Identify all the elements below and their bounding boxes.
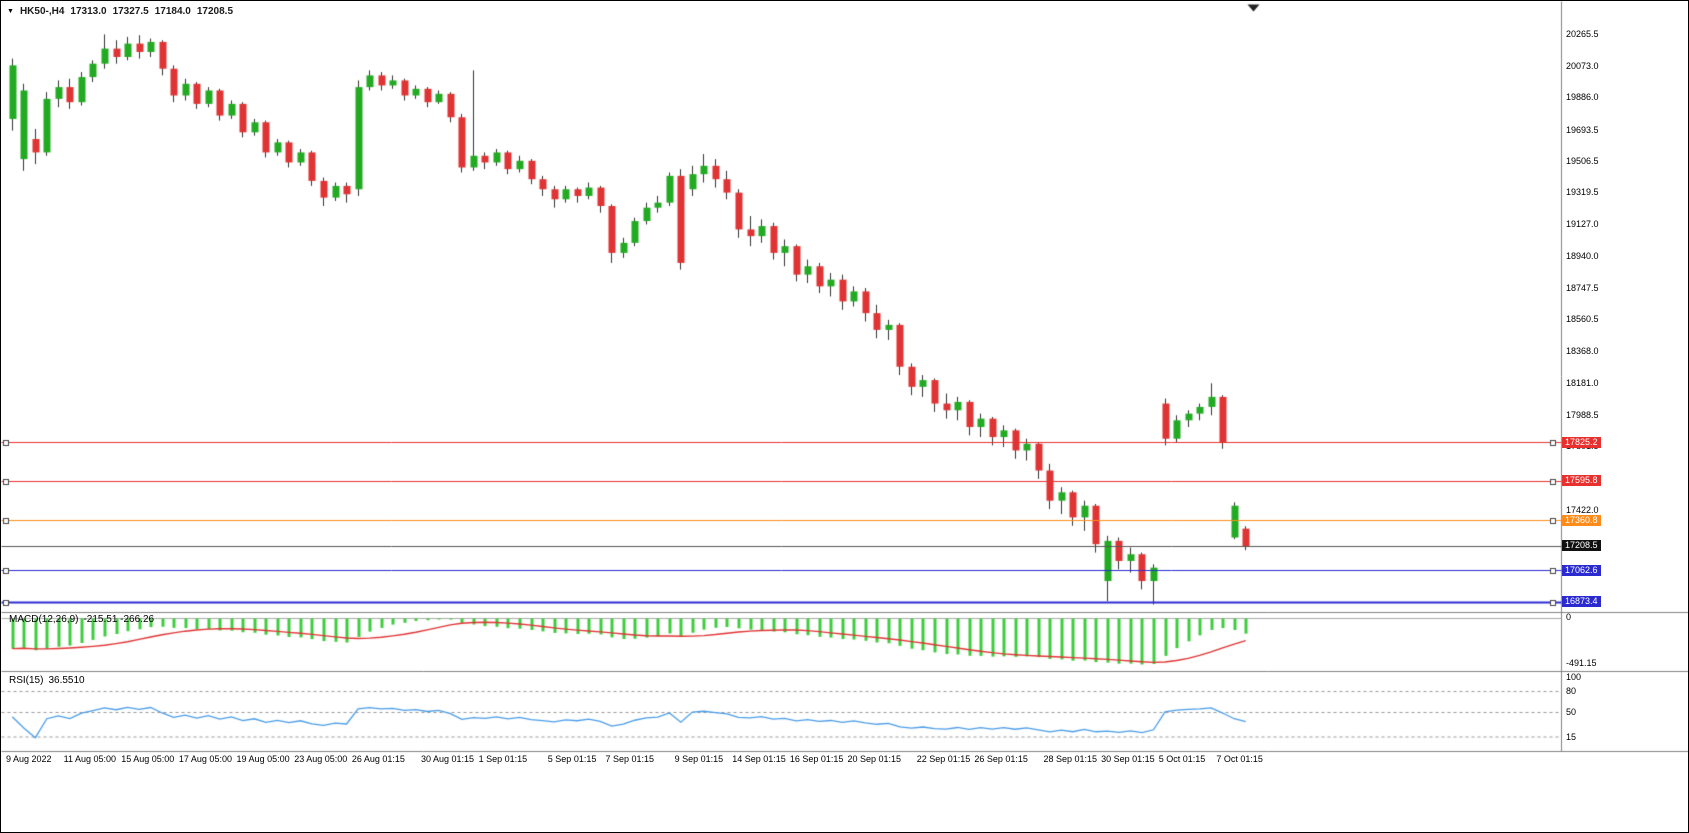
price-axis-label: 18560.5 bbox=[1566, 314, 1599, 325]
quote-high: 17327.5 bbox=[112, 6, 149, 17]
symbol-period-label: HK50-,H4 bbox=[19, 6, 65, 17]
quote-bar: ▼ HK50-,H4 17313.0 17327.5 17184.0 17208… bbox=[7, 6, 233, 17]
price-axis-label: 19506.5 bbox=[1566, 155, 1599, 166]
price-axis-label: 18181.0 bbox=[1566, 377, 1599, 388]
price-axis-label: 19693.5 bbox=[1566, 124, 1599, 135]
time-axis-label: 14 Sep 01:15 bbox=[732, 754, 786, 764]
time-axis-label: 19 Aug 05:00 bbox=[236, 754, 290, 764]
quote-low: 17184.0 bbox=[154, 6, 191, 17]
time-axis-label: 23 Aug 05:00 bbox=[294, 754, 348, 764]
time-axis-label: 28 Sep 01:15 bbox=[1043, 754, 1098, 764]
hline-price-badge[interactable]: 17062.6 bbox=[1562, 564, 1601, 576]
macd-name: MACD(12,26,9) bbox=[9, 614, 79, 625]
time-axis-label: 16 Sep 01:15 bbox=[789, 754, 844, 764]
time-axis-label: 9 Sep 01:15 bbox=[674, 754, 724, 764]
rsi-value: 36.5510 bbox=[48, 675, 85, 686]
price-axis-label: 18368.0 bbox=[1566, 346, 1599, 357]
time-axis-label: 11 Aug 05:00 bbox=[63, 754, 117, 764]
time-axis-label: 9 Aug 2022 bbox=[6, 754, 52, 764]
time-axis-label: 20 Sep 01:15 bbox=[847, 754, 902, 764]
time-axis-label: 30 Sep 01:15 bbox=[1101, 754, 1155, 764]
macd-values: -215.51 -266.26 bbox=[83, 614, 155, 625]
hline-price-badge[interactable]: 16873.4 bbox=[1562, 596, 1601, 608]
current-price-badge: 17208.5 bbox=[1562, 540, 1601, 552]
time-axis-label: 15 Aug 05:00 bbox=[121, 754, 175, 764]
quote-open: 17313.0 bbox=[70, 6, 107, 17]
time-axis-label: 17 Aug 05:00 bbox=[178, 754, 232, 764]
price-axis-label: 17422.0 bbox=[1566, 504, 1599, 515]
price-axis-label: 18747.5 bbox=[1566, 282, 1599, 293]
rsi-axis-label: 15 bbox=[1566, 731, 1577, 742]
hline-price-badge[interactable]: 17825.2 bbox=[1562, 436, 1601, 448]
rsi-name: RSI(15) bbox=[9, 675, 44, 686]
time-axis-label: 26 Sep 01:15 bbox=[974, 754, 1028, 764]
macd-axis-min-label: -491.15 bbox=[1566, 658, 1597, 668]
time-axis-label: 30 Aug 01:15 bbox=[421, 754, 475, 764]
price-axis-label: 20073.0 bbox=[1566, 61, 1599, 72]
time-axis-label: 5 Oct 01:15 bbox=[1158, 754, 1206, 764]
time-axis-label: 7 Sep 01:15 bbox=[605, 754, 654, 764]
price-axis-label: 18940.0 bbox=[1566, 250, 1599, 261]
hline-price-badge[interactable]: 17360.8 bbox=[1562, 514, 1601, 526]
rsi-axis-label: 80 bbox=[1566, 686, 1577, 696]
time-axis-label: 5 Sep 01:15 bbox=[547, 754, 597, 764]
time-axis-label: 22 Sep 01:15 bbox=[916, 754, 971, 764]
price-axis-label: 20265.5 bbox=[1566, 28, 1599, 39]
price-axis-label: 19127.0 bbox=[1566, 219, 1599, 230]
price-axis-label: 17988.5 bbox=[1566, 410, 1599, 421]
macd-indicator-label: MACD(12,26,9) -215.51 -266.26 bbox=[9, 614, 154, 625]
quote-close: 17208.5 bbox=[196, 6, 234, 17]
symbol-dropdown-icon[interactable]: ▼ bbox=[7, 8, 14, 15]
rsi-axis-label: 50 bbox=[1566, 707, 1577, 717]
rsi-indicator-label: RSI(15) 36.5510 bbox=[9, 675, 85, 686]
time-axis-label: 1 Sep 01:15 bbox=[478, 754, 528, 764]
hline-price-badge[interactable]: 17595.8 bbox=[1562, 475, 1601, 487]
time-axis-label: 7 Oct 01:15 bbox=[1216, 754, 1263, 764]
price-axis-label: 19886.0 bbox=[1566, 92, 1599, 103]
rsi-axis-label: 100 bbox=[1566, 672, 1582, 682]
price-axis-label: 19319.5 bbox=[1566, 187, 1599, 198]
time-axis-label: 26 Aug 01:15 bbox=[351, 754, 405, 764]
macd-axis-zero-label: 0 bbox=[1566, 612, 1572, 622]
